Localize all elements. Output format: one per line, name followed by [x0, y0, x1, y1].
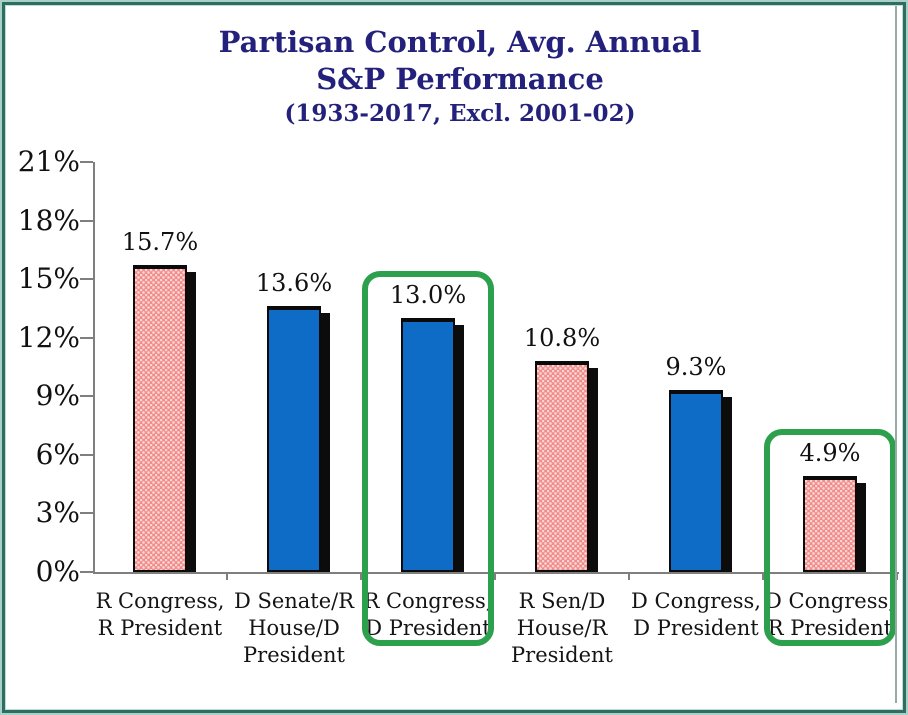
bar-value-label: 9.3% [665, 353, 727, 382]
y-tick [80, 278, 93, 281]
bar-value-label: 4.9% [799, 439, 861, 468]
bar-4 [669, 390, 723, 572]
chart-title-block: Partisan Control, Avg. Annual S&P Perfor… [20, 24, 900, 129]
bar-5 [803, 476, 857, 572]
chart-subtitle: (1933-2017, Excl. 2001-02) [284, 100, 636, 127]
y-tick [80, 395, 93, 398]
bar-value-label: 13.6% [255, 269, 333, 298]
bar-2 [401, 318, 455, 572]
x-category-label: R Sen/D House/R President [511, 589, 613, 667]
y-tick-label: 18% [17, 203, 80, 237]
y-tick-label: 6% [35, 437, 80, 471]
y-tick [80, 571, 93, 573]
x-tick [494, 572, 496, 580]
y-tick [80, 336, 93, 339]
bar-value-label: 13.0% [389, 281, 467, 310]
bar-1 [267, 306, 321, 572]
bar-3 [535, 361, 589, 572]
y-tick [80, 453, 93, 456]
x-tick [628, 572, 630, 580]
y-axis-line [93, 162, 95, 572]
bar-0 [133, 265, 187, 572]
x-tick [762, 572, 764, 580]
x-category-label: R Congress, D President [363, 589, 493, 640]
y-tick [80, 512, 93, 515]
y-tick [80, 161, 93, 163]
y-tick-label: 15% [17, 262, 80, 296]
x-tick [226, 572, 228, 580]
x-category-label: D Congress, D President [631, 589, 761, 640]
highlight-box-5 [764, 429, 896, 646]
x-axis-line [93, 572, 899, 574]
y-tick-label: 12% [17, 320, 80, 354]
chart-title-line-1: Partisan Control, Avg. Annual [218, 25, 702, 59]
y-tick [80, 219, 93, 222]
y-tick-label: 9% [35, 379, 80, 413]
x-category-label: R Congress, R President [95, 589, 225, 640]
x-category-label: D Senate/R House/D President [233, 589, 355, 667]
highlight-box-2 [362, 271, 494, 646]
right-edge-line [895, 6, 897, 703]
y-tick-label: 3% [35, 496, 80, 530]
bar-value-label: 10.8% [523, 324, 601, 353]
x-tick [360, 572, 362, 580]
y-tick-label: 21% [17, 145, 80, 178]
y-tick-label: 0% [35, 555, 80, 588]
chart-title-line-2: S&P Performance [316, 62, 604, 96]
bar-value-label: 15.7% [121, 228, 199, 257]
x-tick [896, 572, 898, 580]
